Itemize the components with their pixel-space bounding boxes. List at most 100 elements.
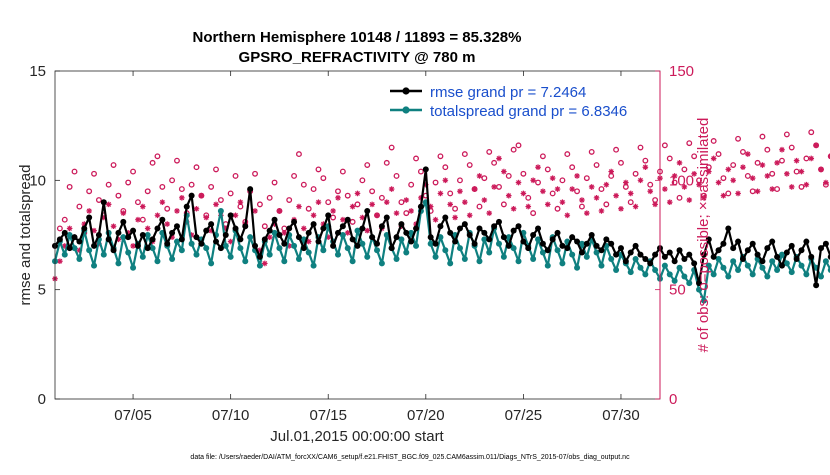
- obs-possible-point: [671, 179, 678, 186]
- rmse-point: [647, 260, 654, 267]
- rmse-point: [769, 238, 776, 245]
- rmse-point: [827, 253, 830, 260]
- obs-assimilated-point: [544, 201, 551, 208]
- obs-possible-point: [715, 151, 722, 158]
- rmse-point: [276, 232, 283, 238]
- spread-point: [66, 232, 73, 238]
- spread-point: [510, 245, 517, 252]
- spread-point: [803, 271, 810, 278]
- rmse-point: [208, 221, 215, 228]
- rmse-point: [300, 245, 307, 252]
- rmse-point: [822, 240, 829, 247]
- rmse-point: [349, 236, 356, 243]
- obs-possible-point: [681, 166, 688, 173]
- rmse-point: [452, 238, 459, 245]
- obs-assimilated-point: [335, 195, 341, 201]
- obs-possible-point: [91, 170, 97, 177]
- spread-point: [696, 286, 703, 293]
- rmse-point: [764, 245, 771, 252]
- obs-possible-point: [686, 140, 693, 147]
- obs-assimilated-point: [632, 203, 639, 210]
- obs-possible-point: [613, 146, 620, 153]
- rmse-point: [398, 221, 405, 228]
- obs-assimilated-point: [144, 225, 151, 232]
- spread-point: [583, 253, 590, 260]
- y-axis-label-left: rmse and totalspread: [17, 165, 34, 306]
- obs-assimilated-point: [623, 179, 629, 186]
- obs-assimilated-point: [466, 212, 473, 219]
- x-axis-label: Jul.01,2015 00:00:00 start: [270, 428, 444, 445]
- obs-assimilated-point: [715, 179, 722, 186]
- obs-possible-point: [554, 205, 561, 212]
- spread-point: [764, 273, 771, 280]
- obs-assimilated-point: [330, 208, 336, 214]
- obs-assimilated-point: [696, 181, 702, 188]
- rmse-point: [91, 242, 98, 249]
- obs-possible-point: [486, 148, 493, 155]
- rmse-point: [642, 256, 649, 263]
- spread-point: [798, 262, 805, 269]
- spread-point: [613, 266, 620, 273]
- spread-point: [632, 256, 639, 263]
- obs-possible-point: [481, 175, 488, 182]
- obs-assimilated-point: [554, 186, 561, 192]
- obs-possible-point: [505, 173, 512, 179]
- chart-title-line1: Northern Hemisphere 10148 / 11893 = 85.3…: [193, 29, 522, 46]
- rmse-point: [500, 234, 507, 241]
- spread-point: [749, 271, 756, 278]
- rmse-point: [203, 227, 210, 234]
- obs-possible-point: [335, 188, 341, 195]
- spread-point: [359, 240, 366, 247]
- rmse-point: [66, 245, 73, 252]
- obs-possible-point: [354, 201, 361, 208]
- spread-point: [730, 258, 737, 265]
- obs-assimilated-point: [584, 210, 590, 216]
- obs-assimilated-point: [164, 221, 171, 227]
- rmse-point: [788, 242, 795, 249]
- obs-possible-point: [271, 179, 278, 186]
- obs-assimilated-point: [574, 173, 580, 179]
- spread-point: [178, 247, 185, 254]
- obs-possible-point: [159, 183, 166, 190]
- obs-assimilated-point: [818, 166, 824, 173]
- spread-point: [544, 262, 551, 269]
- rmse-point: [139, 232, 146, 238]
- rmse-point: [749, 240, 756, 247]
- x-tick-label: 07/15: [309, 407, 347, 424]
- rmse-point: [759, 258, 766, 265]
- rmse-point: [627, 249, 634, 256]
- obs-assimilated-point: [81, 221, 88, 227]
- x-tick-label: 07/05: [114, 407, 152, 424]
- obs-assimilated-point: [364, 227, 371, 234]
- spread-point: [827, 267, 830, 273]
- obs-possible-point: [447, 190, 454, 197]
- obs-possible-point: [315, 166, 322, 173]
- obs-assimilated-point: [91, 227, 97, 234]
- obs-assimilated-point: [159, 199, 166, 205]
- obs-possible-point: [330, 214, 337, 221]
- rmse-point: [696, 280, 703, 287]
- rmse-point: [510, 227, 517, 234]
- rmse-point: [778, 262, 785, 269]
- y-right-tick-label: 100: [669, 172, 694, 189]
- spread-point: [720, 264, 727, 271]
- rmse-point: [437, 223, 444, 230]
- legend-box: [382, 79, 653, 123]
- obs-possible-point: [339, 168, 346, 175]
- obs-assimilated-point: [315, 199, 322, 205]
- spread-point: [627, 269, 634, 276]
- obs-possible-point: [539, 153, 546, 160]
- rmse-point: [159, 216, 166, 223]
- obs-assimilated-point: [759, 162, 766, 168]
- obs-assimilated-point: [232, 212, 239, 219]
- obs-assimilated-point: [774, 160, 780, 166]
- rmse-point: [535, 225, 542, 232]
- obs-assimilated-point: [525, 203, 532, 210]
- spread-point: [71, 245, 78, 252]
- obs-possible-point: [769, 170, 776, 177]
- rmse-point: [81, 225, 88, 232]
- obs-possible-point: [110, 162, 117, 168]
- obs-assimilated-point: [798, 168, 805, 175]
- spread-point: [120, 234, 127, 241]
- obs-assimilated-point: [86, 208, 92, 214]
